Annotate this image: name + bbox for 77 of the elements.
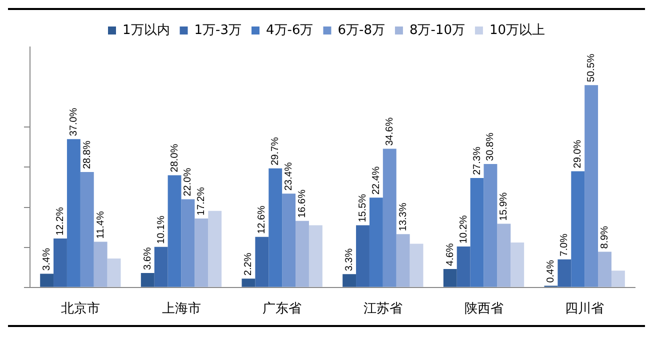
data-label: 7.0% <box>559 233 570 256</box>
data-label: 30.8% <box>485 132 496 161</box>
bar <box>154 246 168 287</box>
legend-label: 8万-10万 <box>409 22 465 38</box>
x-tick-label: 上海市 <box>162 302 201 317</box>
bar <box>558 259 572 287</box>
data-label: 23.4% <box>284 162 295 191</box>
x-tick-label: 北京市 <box>60 302 100 317</box>
data-label: 10.1% <box>156 215 167 244</box>
x-tick-label: 江苏省 <box>363 302 402 317</box>
x-tick-label: 陕西省 <box>464 302 504 317</box>
legend-label: 4万-6万 <box>266 22 314 38</box>
data-label: 11.4% <box>95 211 106 239</box>
bar <box>443 268 457 287</box>
bar <box>456 246 470 287</box>
bar <box>255 236 269 287</box>
bar <box>208 210 222 287</box>
data-label: 3.3% <box>344 248 356 272</box>
bar <box>66 139 80 287</box>
bar <box>242 278 256 287</box>
data-label: 34.6% <box>384 117 396 146</box>
bar <box>40 274 54 287</box>
bar <box>382 148 396 287</box>
data-label: 27.3% <box>472 146 483 176</box>
data-label: 16.6% <box>297 189 308 218</box>
bar <box>356 225 370 287</box>
data-label: 10.2% <box>458 215 470 244</box>
bar <box>611 270 625 287</box>
bar <box>308 225 322 287</box>
bar <box>54 238 67 287</box>
data-label: 28.0% <box>169 144 180 172</box>
data-label: 3.4% <box>42 248 53 271</box>
bar <box>510 242 524 287</box>
data-label: 29.0% <box>572 140 584 168</box>
x-tick-label: 四川省 <box>565 302 604 317</box>
legend-label: 6万-8万 <box>338 22 385 38</box>
data-label: 28.8% <box>82 140 93 170</box>
bar <box>342 274 356 287</box>
bar <box>181 199 195 287</box>
bar <box>396 234 410 287</box>
data-label: 15.9% <box>498 192 510 221</box>
bar <box>80 172 94 287</box>
data-label: 50.5% <box>586 54 598 82</box>
data-label: 22.4% <box>370 166 382 195</box>
data-label: 3.6% <box>142 247 154 270</box>
data-label: 12.6% <box>256 205 268 234</box>
legend-label: 10万以上 <box>489 22 546 38</box>
bar <box>497 224 511 287</box>
bar <box>107 258 121 287</box>
bar <box>94 242 108 287</box>
legend-label: 1万以内 <box>122 22 170 38</box>
data-label: 8.9% <box>600 226 610 249</box>
data-label: 2.2% <box>243 252 254 276</box>
data-label: 29.7% <box>270 136 282 166</box>
data-label: 15.5% <box>358 194 368 222</box>
bar <box>168 175 182 287</box>
bar <box>571 171 585 287</box>
x-tick-label: 广东省 <box>262 302 302 317</box>
data-label: 22.0% <box>182 168 194 196</box>
bar <box>282 194 296 287</box>
data-label: 0.4% <box>546 260 557 283</box>
bar <box>598 252 612 287</box>
bar <box>296 220 309 287</box>
bar <box>470 178 484 287</box>
bar <box>410 244 424 287</box>
bar <box>268 168 282 287</box>
bar <box>584 85 598 287</box>
bar <box>194 218 208 287</box>
bar <box>140 272 154 287</box>
data-label: 17.2% <box>196 187 208 216</box>
bar <box>484 164 498 287</box>
bar <box>369 198 383 287</box>
data-label: 37.0% <box>68 108 80 136</box>
data-label: 12.2% <box>55 207 66 236</box>
legend-label: 1万-3万 <box>194 22 242 38</box>
data-label: 13.3% <box>398 202 409 232</box>
data-label: 4.6% <box>444 243 456 266</box>
